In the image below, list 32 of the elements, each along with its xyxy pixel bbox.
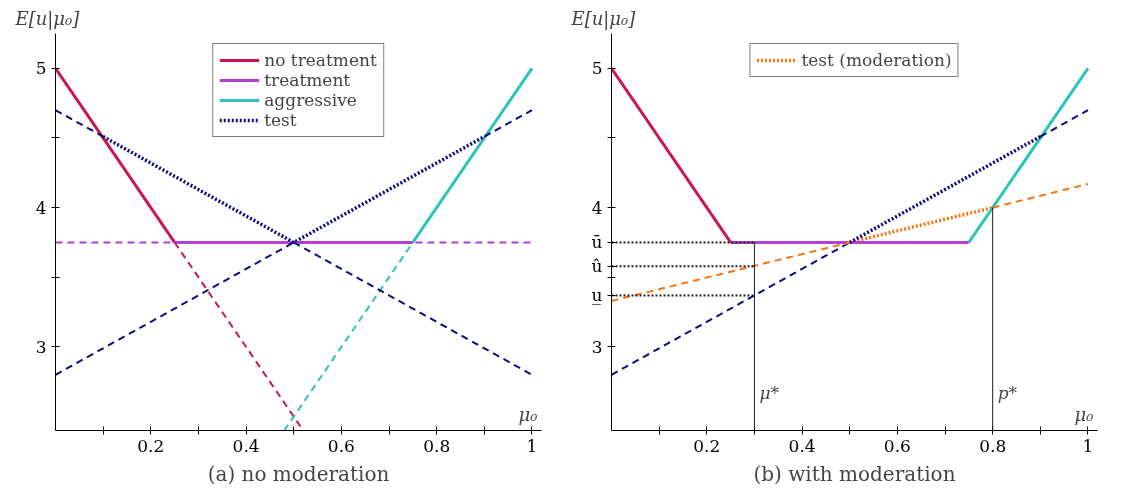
y-tick-label: 4 [591, 197, 603, 218]
y-tick-label: ū [591, 232, 603, 253]
x-tick-label: 0.2 [693, 435, 721, 456]
x-tick-label: 0.8 [423, 435, 451, 456]
legend-label: no treatment [264, 50, 377, 70]
legend-label: test (moderation) [801, 50, 952, 70]
annotation: μ* [759, 382, 780, 403]
text: (a) no moderation [207, 461, 390, 486]
legend-label: aggressive [264, 90, 357, 110]
annotation: p* [997, 382, 1018, 403]
x-tick-label: 1 [1082, 435, 1094, 456]
y-tick-label: 5 [35, 58, 47, 79]
x-tick-label: 0.6 [327, 435, 355, 456]
x-tick-label: 0.4 [788, 435, 816, 456]
y-tick-label: 3 [35, 336, 47, 357]
x-tick-label: 0.8 [979, 435, 1007, 456]
x-tick-label: 0.4 [232, 435, 260, 456]
x-axis-title: μ₀ [518, 403, 538, 425]
text: (b) with moderation [753, 461, 956, 486]
y-tick-label: u̲ [591, 285, 603, 306]
y-tick-label: 3 [591, 336, 603, 357]
y-tick-label: 5 [591, 58, 603, 79]
legend-label: treatment [264, 70, 351, 90]
y-axis-title: E[u|μ₀] [14, 7, 81, 30]
x-tick-label: 0.6 [883, 435, 911, 456]
x-tick-label: 0.2 [137, 435, 165, 456]
legend-label: test [264, 110, 297, 130]
x-axis-title: μ₀ [1074, 403, 1094, 425]
x-tick-label: 1 [526, 435, 538, 456]
y-axis-title: E[u|μ₀] [570, 7, 637, 30]
y-tick-label: 4 [35, 197, 47, 218]
y-tick-label: û [591, 256, 603, 277]
